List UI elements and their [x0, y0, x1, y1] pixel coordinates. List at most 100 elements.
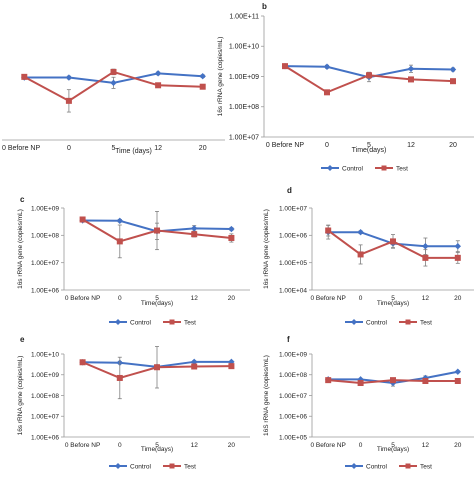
y-tick-label: 1.00E+04 [279, 287, 307, 294]
legend-label-control: Control [130, 320, 152, 327]
y-tick-label: 1.00E+07 [31, 260, 59, 267]
y-tick-label: 1.00E+08 [279, 372, 307, 379]
data-point-control [191, 358, 198, 366]
y-tick-label: 1.00E+06 [279, 233, 307, 240]
x-tick-label: 20 [454, 442, 462, 449]
y-tick-label: 1.00E+10 [31, 351, 59, 358]
legend-marker-control [115, 463, 121, 469]
chart-panel-e: 1.00E+06 1.00E+07 1.00E+08 1.00E+09 1.00E+10… [17, 335, 250, 471]
legend-marker-control [327, 165, 333, 171]
data-point-test [422, 254, 429, 261]
data-point-test [450, 78, 456, 85]
x-tick-label: 20 [454, 295, 462, 302]
data-point-test [325, 377, 332, 384]
y-tick-label: 1.00E+05 [279, 434, 307, 441]
data-point-test [155, 82, 162, 89]
x-tick-label: 5 [391, 442, 395, 449]
chart-panel-a: 0 Before NP 0 5 12 20 Time (days) [2, 68, 225, 155]
y-tick-label: 1.00E+07 [279, 205, 307, 212]
legend-label-test: Test [184, 464, 196, 471]
chart-panel-f: 1.00E+05 1.00E+06 1.00E+07 1.00E+08 1.00E+09… [263, 335, 474, 471]
x-tick-label: 12 [407, 142, 415, 149]
data-point-test [282, 63, 288, 70]
data-point-test [154, 364, 160, 371]
y-tick-label: 1.00E+06 [31, 287, 59, 294]
data-point-test [357, 380, 364, 387]
x-tick-label: 12 [191, 295, 199, 302]
data-point-test [357, 251, 364, 258]
x-tick-label: 0 [118, 442, 122, 449]
y-tick-label: 1.00E+06 [279, 414, 307, 421]
legend-label-control: Control [342, 166, 364, 173]
series-test [282, 63, 456, 96]
y-tick-label: 1.00E+08 [31, 233, 59, 240]
x-tick-label: 0 Before NP [65, 442, 100, 449]
x-tick-label: 12 [154, 145, 162, 152]
legend-marker-control [351, 463, 357, 469]
y-tick-label: 1.00E+08 [31, 393, 59, 400]
x-tick-label: 20 [228, 442, 236, 449]
chart-panel-b: 1.00E+07 1.00E+08 1.00E+09 1.00E+10 1.00E+11… [217, 2, 474, 173]
y-tick-label: 1.00E+07 [31, 414, 59, 421]
data-point-test [324, 89, 330, 96]
data-point-control [422, 243, 429, 250]
x-axis-title: Time(days) [141, 300, 173, 307]
x-tick-label: 5 [391, 295, 395, 302]
data-point-control [228, 225, 235, 233]
x-tick-label: 0 Before NP [65, 295, 100, 302]
y-tick-label: 1.00E+08 [229, 104, 259, 111]
x-tick-label: 0 Before NP [310, 442, 345, 449]
y-axis-title: 16s rRNA gene (copies/mL) [217, 37, 224, 117]
data-point-control [191, 225, 198, 232]
y-tick-label: 1.00E+09 [31, 205, 59, 212]
y-tick-label: 1.00E+09 [229, 74, 259, 81]
legend-marker-test [381, 165, 387, 171]
x-tick-label: 0 Before NP [2, 145, 40, 152]
x-tick-label: 12 [191, 442, 199, 449]
data-point-test [390, 238, 396, 245]
x-tick-label: 0 [118, 295, 122, 302]
panel-label-c: c [20, 195, 25, 204]
legend: Control Test [345, 463, 432, 471]
series-test [79, 210, 235, 259]
data-point-test [21, 73, 28, 80]
x-tick-label: 0 [67, 145, 71, 152]
y-tick-label: 1.00E+11 [229, 13, 259, 20]
series-test [325, 377, 461, 387]
data-point-control [110, 79, 117, 87]
legend-label-test: Test [184, 320, 196, 327]
legend: Control Test [321, 165, 408, 173]
legend-label-control: Control [366, 464, 388, 471]
x-tick-label: 20 [449, 142, 457, 149]
legend-marker-test [169, 319, 175, 325]
data-point-test [325, 227, 332, 234]
legend-marker-test [405, 463, 411, 469]
data-point-test [116, 238, 123, 245]
y-tick-label: 1.00E+10 [229, 44, 259, 51]
series-test [21, 68, 206, 113]
legend-label-test: Test [420, 464, 432, 471]
data-point-test [228, 363, 235, 370]
data-point-test [199, 83, 206, 90]
x-tick-label: 12 [422, 295, 430, 302]
y-tick-label: 1.00E+07 [279, 393, 307, 400]
panel-label-f: f [287, 335, 290, 344]
data-point-test [422, 377, 429, 384]
legend-label-control: Control [366, 320, 388, 327]
data-point-control [199, 72, 206, 80]
data-point-control [116, 217, 123, 225]
data-point-test [116, 374, 123, 381]
legend-label-control: Control [130, 464, 152, 471]
data-point-test [366, 72, 372, 79]
legend-marker-control [115, 319, 121, 325]
x-tick-label: 0 [359, 442, 363, 449]
legend-label-test: Test [396, 166, 408, 173]
data-point-test [79, 359, 86, 366]
data-point-test [191, 363, 198, 370]
data-point-test [110, 68, 117, 75]
data-point-control [154, 70, 162, 77]
x-tick-label: 0 [359, 295, 363, 302]
x-tick-label: 5 [155, 295, 159, 302]
panel-label-b: b [262, 2, 267, 11]
x-tick-label: 5 [367, 142, 371, 149]
